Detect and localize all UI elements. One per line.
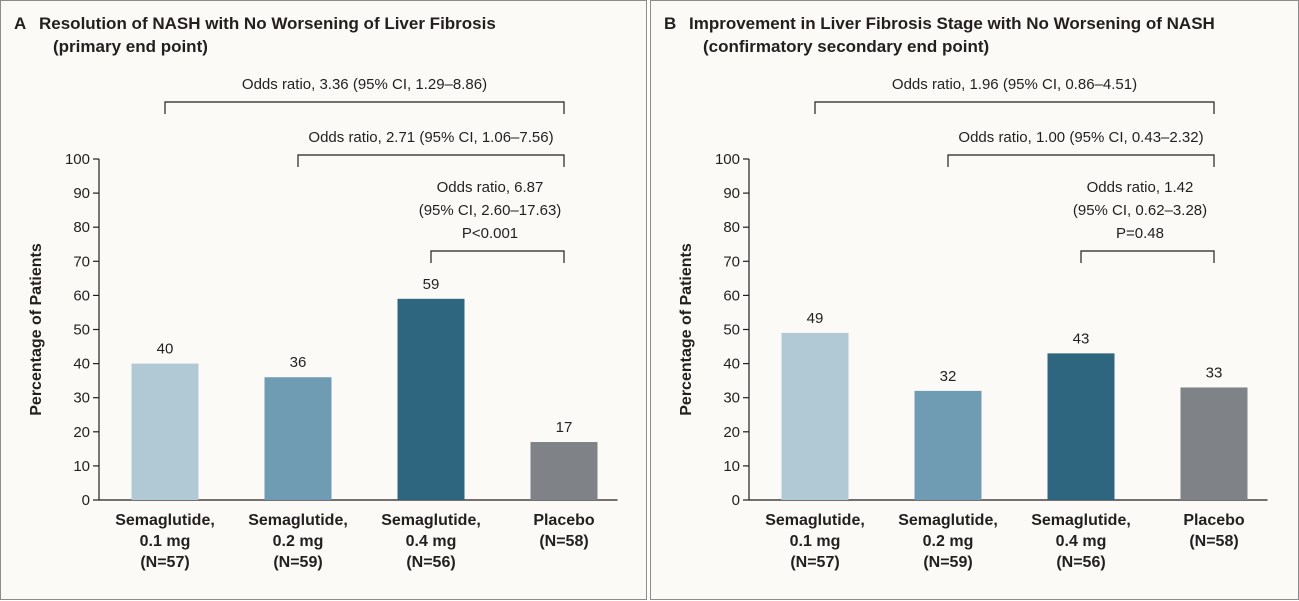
bar-a-3	[530, 442, 598, 500]
panel-b-letter: B	[664, 14, 676, 33]
panel-a-letter: A	[14, 14, 26, 33]
bar-value-label: 40	[157, 341, 174, 358]
panel-b-subtitle: (confirmatory secondary end point)	[703, 37, 989, 56]
y-tick-label: 40	[723, 356, 740, 373]
comparison-bracket	[164, 101, 565, 114]
category-label: (N=59)	[273, 554, 322, 571]
y-tick-label: 30	[73, 390, 90, 407]
bar-value-label: 59	[423, 276, 440, 293]
y-tick-label: 60	[723, 287, 740, 304]
odds-ratio-annotation: Odds ratio, 1.00 (95% CI, 0.43–2.32)	[958, 129, 1203, 146]
category-label: (N=59)	[923, 554, 972, 571]
odds-ratio-annotation: Odds ratio, 3.36 (95% CI, 1.29–8.86)	[242, 76, 487, 93]
bar-a-2	[397, 298, 465, 500]
panel-a-subtitle: (primary end point)	[53, 37, 208, 56]
y-tick-label: 40	[73, 356, 90, 373]
y-tick-label: 20	[723, 424, 740, 441]
comparison-bracket	[947, 154, 1215, 167]
y-tick-label: 50	[723, 322, 740, 339]
y-tick-label: 100	[65, 151, 90, 168]
category-label: Semaglutide,	[1031, 512, 1131, 529]
bar-b-0	[781, 332, 849, 500]
category-label: Semaglutide,	[381, 512, 481, 529]
category-label: 0.1 mg	[790, 533, 841, 550]
y-tick-label: 10	[723, 458, 740, 475]
category-label: Semaglutide,	[248, 512, 348, 529]
y-tick-label: 80	[723, 219, 740, 236]
panel-a-title: Resolution of NASH with No Worsening of …	[39, 14, 496, 33]
category-label: 0.4 mg	[406, 533, 457, 550]
odds-ratio-annotation: P<0.001	[462, 225, 518, 242]
category-label: 0.2 mg	[273, 533, 324, 550]
odds-ratio-annotation: (95% CI, 0.62–3.28)	[1073, 202, 1207, 219]
y-tick-label: 90	[723, 185, 740, 202]
odds-ratio-annotation: Odds ratio, 1.96 (95% CI, 0.86–4.51)	[892, 76, 1137, 93]
bar-value-label: 17	[556, 419, 573, 436]
odds-ratio-annotation: Odds ratio, 1.42	[1087, 179, 1194, 196]
category-label: 0.1 mg	[140, 533, 191, 550]
bar-b-1	[914, 390, 982, 500]
y-tick-label: 60	[73, 287, 90, 304]
category-label: (N=56)	[1056, 554, 1105, 571]
y-axis-title: Percentage of Patients	[678, 243, 695, 416]
category-label: (N=57)	[790, 554, 839, 571]
y-tick-label: 70	[723, 253, 740, 270]
category-label: Placebo	[533, 512, 595, 529]
y-tick-label: 90	[73, 185, 90, 202]
y-tick-label: 0	[82, 492, 90, 509]
category-label: Semaglutide,	[765, 512, 865, 529]
bar-value-label: 33	[1206, 364, 1223, 381]
y-tick-label: 80	[73, 219, 90, 236]
category-label: Semaglutide,	[115, 512, 215, 529]
panel-b-title: Improvement in Liver Fibrosis Stage with…	[689, 14, 1215, 33]
category-label: Semaglutide,	[898, 512, 998, 529]
plot-area-a: 0 10 20 30 40 50 60 70 80 90 100 Percentage of Pati…	[28, 76, 618, 571]
bar-value-label: 49	[807, 310, 824, 327]
plot-area-b: 0 10 20 30 40 50 60 70 80 90 100 Percentage of Pati…	[678, 76, 1268, 571]
y-tick-label: 0	[732, 492, 740, 509]
bar-b-3	[1180, 387, 1248, 500]
y-axis-title: Percentage of Patients	[28, 243, 45, 416]
panel-b: B Improvement in Liver Fibrosis Stage wi…	[650, 0, 1299, 600]
comparison-bracket	[1080, 250, 1215, 263]
category-label: Placebo	[1183, 512, 1245, 529]
odds-ratio-annotation: (95% CI, 2.60–17.63)	[419, 202, 562, 219]
panel-a: A Resolution of NASH with No Worsening o…	[0, 0, 647, 600]
bar-a-0	[131, 363, 199, 500]
y-tick-label: 100	[715, 151, 740, 168]
category-label: (N=57)	[140, 554, 189, 571]
comparison-bracket	[430, 250, 565, 263]
chart-a-svg: A Resolution of NASH with No Worsening o…	[14, 14, 618, 571]
odds-ratio-annotation: P=0.48	[1116, 225, 1164, 242]
comparison-bracket	[814, 101, 1215, 114]
chart-b-svg: B Improvement in Liver Fibrosis Stage wi…	[664, 14, 1268, 571]
category-label: 0.4 mg	[1056, 533, 1107, 550]
category-label: 0.2 mg	[923, 533, 974, 550]
y-tick-label: 70	[73, 253, 90, 270]
y-tick-label: 50	[73, 322, 90, 339]
bar-value-label: 36	[290, 354, 307, 371]
comparison-bracket	[297, 154, 565, 167]
y-tick-label: 10	[73, 458, 90, 475]
category-label: (N=58)	[539, 533, 588, 550]
y-tick-label: 30	[723, 390, 740, 407]
category-label: (N=56)	[406, 554, 455, 571]
odds-ratio-annotation: Odds ratio, 2.71 (95% CI, 1.06–7.56)	[308, 129, 553, 146]
bar-value-label: 43	[1073, 330, 1090, 347]
y-tick-label: 20	[73, 424, 90, 441]
bar-value-label: 32	[940, 368, 957, 385]
category-label: (N=58)	[1189, 533, 1238, 550]
bar-b-2	[1047, 353, 1115, 500]
bar-a-1	[264, 377, 332, 500]
odds-ratio-annotation: Odds ratio, 6.87	[437, 179, 544, 196]
